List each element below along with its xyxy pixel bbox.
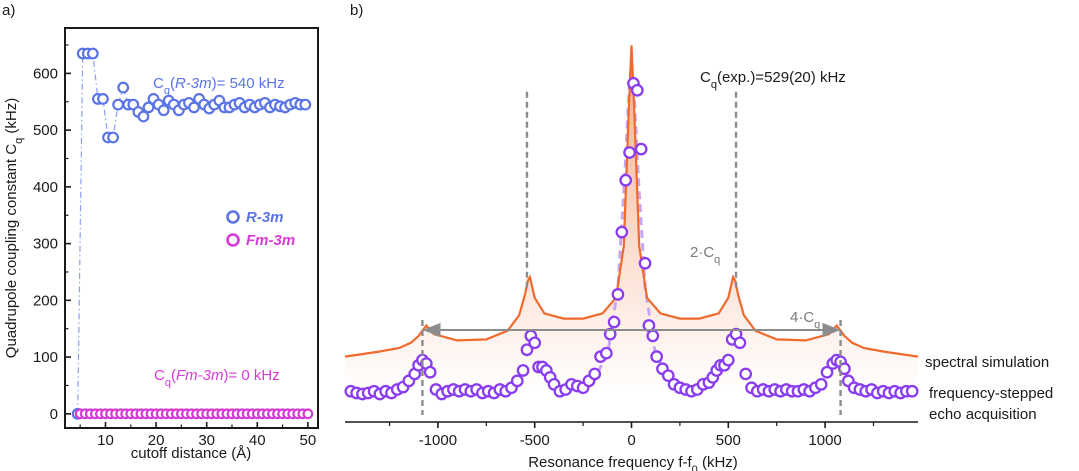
r3m-point bbox=[188, 101, 200, 114]
r3m-point bbox=[86, 47, 99, 60]
experimental-point bbox=[615, 225, 629, 239]
panel-a-x-tick-label: 30 bbox=[198, 432, 215, 449]
r3m-point bbox=[157, 104, 170, 117]
experimental-point bbox=[733, 336, 747, 350]
experimental-point bbox=[623, 146, 636, 159]
r3m-point bbox=[112, 98, 125, 111]
experimental-point bbox=[599, 346, 613, 360]
fm3m-cq-annotation: Cq(Fm-3m)= 0 kHz bbox=[154, 367, 280, 389]
fm3m-point bbox=[302, 408, 314, 420]
panel-b: b) -1000 -500 0 500 1000 Resonance frequency… bbox=[344, 2, 1053, 471]
panel-b-x-ticks: -1000 -500 0 500 1000 bbox=[388, 422, 875, 449]
r3m-point bbox=[142, 101, 155, 114]
legend-fm3m-label: Fm-3m bbox=[246, 232, 295, 249]
r3m-point bbox=[117, 81, 130, 94]
panel-a-y-tick-label: 600 bbox=[33, 65, 58, 82]
panel-a-x-tick-label: 20 bbox=[148, 432, 165, 449]
experimental-point bbox=[619, 173, 633, 187]
panel-b-x-axis-title: Resonance frequency f-f0 (kHz) bbox=[528, 454, 738, 471]
panel-a-x-tick-label: 10 bbox=[97, 432, 114, 449]
experimental-point bbox=[588, 367, 602, 381]
experimental-point bbox=[516, 364, 530, 377]
experimental-point bbox=[630, 83, 644, 97]
experimental-point bbox=[510, 374, 524, 388]
panel-a-y-tick-label: 500 bbox=[33, 122, 58, 139]
experimental-point bbox=[739, 367, 753, 381]
experimental-point bbox=[528, 336, 542, 350]
simulation-gradient-fill bbox=[345, 45, 918, 392]
panel-b-x-tick-label: 500 bbox=[716, 432, 741, 449]
legend-fm3m-marker bbox=[226, 233, 240, 247]
panel-b-x-tick-label: 0 bbox=[627, 432, 635, 449]
panel-a-y-tick-label: 400 bbox=[33, 179, 58, 196]
panel-b-x-tick-label: -500 bbox=[520, 432, 550, 449]
four-cq-label: 4·Cq bbox=[790, 309, 820, 331]
panel-a-x-axis-title: cutoff distance (Å) bbox=[131, 445, 252, 462]
cq-experimental-annotation: Cq(exp.)=529(20) kHz bbox=[700, 69, 846, 91]
experimental-point bbox=[814, 377, 828, 391]
panel-a-legend: R-3m Fm-3m bbox=[226, 209, 295, 249]
r3m-point bbox=[107, 131, 119, 144]
experimental-point bbox=[423, 365, 437, 379]
panel-b-x-tick-label: 1000 bbox=[808, 432, 841, 449]
experimental-point bbox=[611, 288, 625, 301]
panel-a-y-tick-label: 100 bbox=[33, 349, 58, 366]
r3m-point bbox=[97, 93, 109, 105]
experimental-point bbox=[820, 365, 834, 379]
legend-experimental-label-line1: frequency-stepped bbox=[929, 385, 1053, 402]
cq-width-markers bbox=[421, 91, 842, 415]
panel-a-y-ticks: 0 100 200 300 400 500 600 bbox=[33, 44, 71, 423]
experimental-point bbox=[661, 369, 675, 383]
panel-a-y-tick-label: 200 bbox=[33, 292, 58, 309]
panel-a-y-tick-label: 300 bbox=[33, 236, 58, 253]
legend-r3m-label: R-3m bbox=[246, 209, 284, 226]
legend-r3m-marker bbox=[226, 210, 240, 224]
r3m-point bbox=[137, 110, 150, 123]
experimental-point bbox=[634, 142, 648, 156]
panel-a-x-tick-label: 40 bbox=[249, 432, 266, 449]
r3m-point bbox=[299, 98, 312, 111]
r3m-points bbox=[71, 47, 312, 420]
simulation-line bbox=[344, 45, 919, 358]
experimental-point bbox=[721, 353, 735, 367]
two-cq-label: 2·Cq bbox=[690, 244, 720, 266]
panel-a-y-axis-title: Quadrupole coupling constant Cq (kHz) bbox=[3, 98, 25, 358]
experimental-point bbox=[905, 384, 919, 398]
panel-a-x-ticks: 10 20 30 40 50 bbox=[79, 422, 317, 449]
panel-a-y-tick-label: 0 bbox=[50, 406, 58, 423]
experimental-point bbox=[638, 256, 652, 270]
fm3m-points bbox=[74, 408, 314, 420]
experimental-point bbox=[520, 343, 534, 357]
experimental-point bbox=[650, 350, 664, 363]
experimental-point bbox=[607, 315, 621, 329]
panel-a-plot-frame bbox=[64, 27, 319, 429]
panel-a-x-tick-label: 50 bbox=[300, 432, 317, 449]
legend-experimental-label-line2: echo acquisition bbox=[929, 406, 1037, 423]
panel-a: a) 10 20 30 40 50 0 100 200 300 400 500 600 cutoff… bbox=[2, 2, 319, 462]
experimental-point bbox=[838, 362, 851, 376]
panel-a-label: a) bbox=[2, 2, 15, 19]
experimental-point bbox=[646, 329, 660, 343]
legend-simulation-label: spectral simulation bbox=[925, 354, 1049, 371]
panel-b-label: b) bbox=[350, 2, 363, 19]
r3m-cq-annotation: Cq(R-3m)= 540 kHz bbox=[153, 75, 285, 97]
panel-b-x-tick-label: -1000 bbox=[419, 432, 457, 449]
experimental-points bbox=[344, 77, 919, 401]
